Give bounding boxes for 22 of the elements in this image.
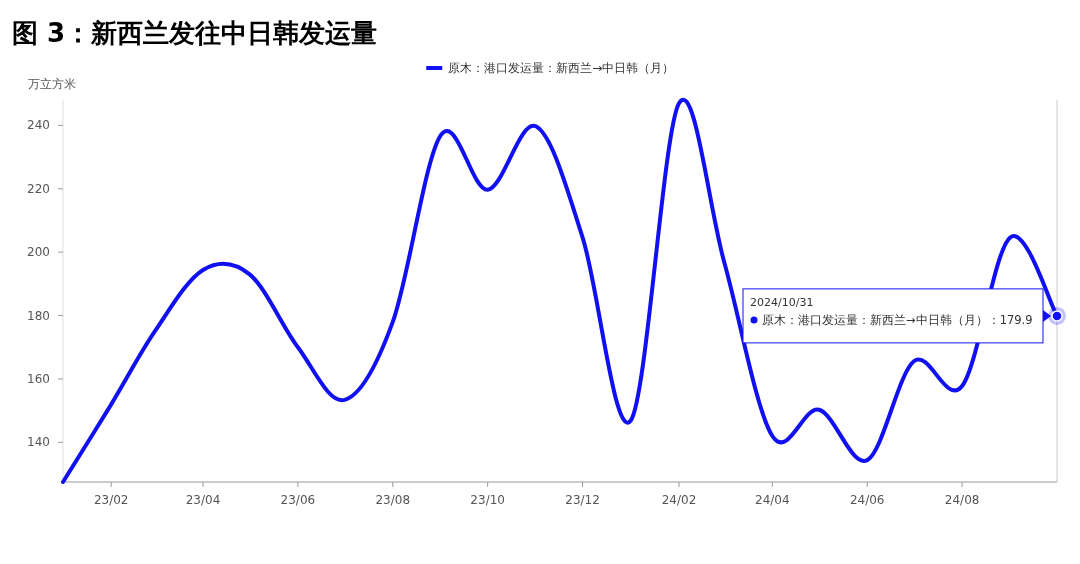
annotation: 2024/10/31 — [750, 295, 814, 309]
y-axis-title: 万立方米 — [28, 77, 76, 91]
x-tick-label: 23/04 — [185, 493, 221, 507]
tooltip: 2024/10/31 原木：港口发运量：新西兰→中日韩（月）：179.9 — [742, 288, 1051, 344]
x-tick-label: 24/02 — [661, 493, 697, 507]
x-tick-label: 23/06 — [280, 493, 316, 507]
x-tick-label: 23/12 — [565, 493, 600, 507]
legend: 原木：港口发运量：新西兰→中日韩（月） — [426, 61, 675, 75]
x-tick-label: 23/02 — [93, 493, 129, 507]
y-tick-label: 160 — [27, 371, 50, 386]
y-tick-label: 220 — [27, 181, 50, 196]
y-tick-label: 180 — [27, 308, 50, 323]
annotation: 原木：港口发运量：新西兰→中日韩（月）：179.9 — [762, 312, 1033, 327]
y-tick-label: 140 — [27, 435, 50, 450]
x-tick-label: 24/08 — [944, 493, 980, 507]
chart-title: 图 3：新西兰发往中日韩发运量 — [12, 18, 378, 48]
x-tick-label: 24/04 — [755, 493, 790, 507]
y-tick-label: 200 — [27, 245, 50, 260]
x-tick-label: 24/06 — [849, 493, 885, 507]
x-tick-label: 23/10 — [470, 493, 505, 507]
x-tick-label: 23/08 — [375, 493, 411, 507]
y-tick-label: 240 — [27, 118, 50, 133]
